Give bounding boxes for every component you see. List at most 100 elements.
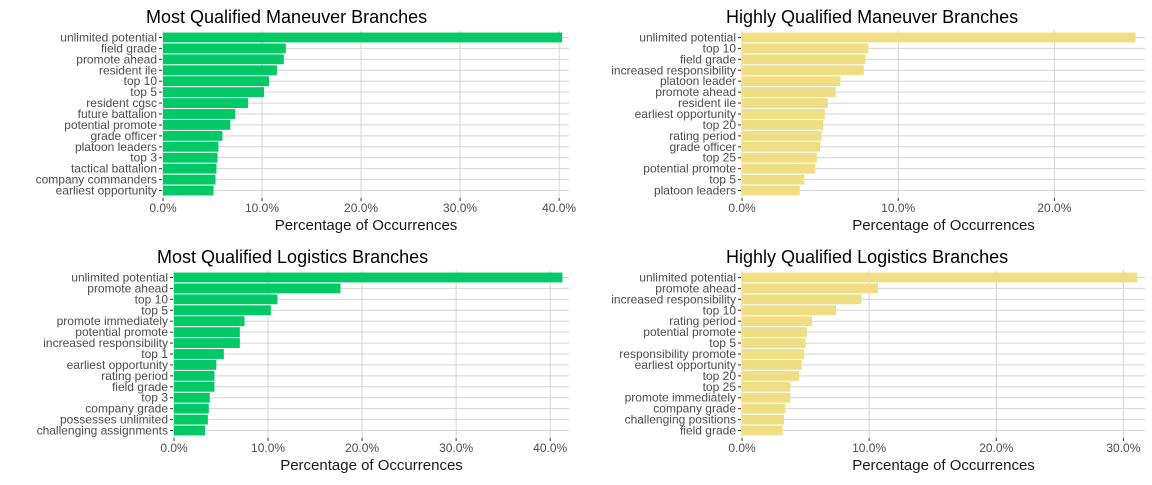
bar [163,109,236,119]
bar [174,283,341,294]
bar [174,316,245,327]
chart-highly-qualified-maneuver: Highly Qualified Maneuver Branches unlimi… [576,0,1152,240]
bar [174,349,224,359]
category-label: earliest opportunity [67,358,168,372]
bar [742,130,822,141]
x-tick-label: 0.0% [728,441,756,455]
x-tick-label: 40.0% [533,441,567,455]
bar [163,120,231,130]
x-tick-label: 10.0% [852,441,886,455]
bar [163,32,563,43]
category-label: top 1 [141,347,168,361]
chart-highly-qualified-logistics: Highly Qualified Logistics Branches unlim… [576,240,1152,480]
bar [163,174,216,185]
x-axis-title: Percentage of Occurrences [852,457,1035,474]
category-label: field grade [680,424,736,438]
category-label: unlimited potential [60,30,157,44]
category-label: increased responsibility [611,63,736,77]
category-label: challenging positions [625,413,736,427]
x-tick-label: 40.0% [542,201,576,215]
chart-svg: Highly Qualified Maneuver Branches unlimi… [611,7,1145,234]
category-label: responsibility promote [619,347,736,361]
x-tick-label: 0.0% [728,201,756,215]
category-label: resident cgsc [86,96,157,110]
category-label: top 10 [703,41,737,55]
bar [163,87,265,98]
x-axis-title: Percentage of Occurrences [852,217,1035,234]
x-tick-label: 20.0% [344,201,378,215]
bar [742,294,862,305]
bar [163,163,217,174]
x-tick-label: 10.0% [881,201,915,215]
category-label: company grade [85,402,168,416]
bar [742,98,828,108]
category-label: top 25 [703,380,737,394]
bar [742,87,836,98]
bar [742,185,800,196]
category-label: resident ile [99,63,157,77]
bar [174,294,278,305]
category-label: top 3 [130,151,157,165]
category-label: grade officer [670,140,737,154]
bar [174,370,215,381]
bar [742,109,825,119]
bar [174,272,563,283]
chart-svg: Most Qualified Maneuver Branches unlimite… [36,7,577,234]
category-label: company commanders [36,173,157,187]
bar [742,43,869,54]
x-tick-label: 20.0% [1037,201,1071,215]
bar [742,65,864,76]
category-label: potential promote [64,118,157,132]
category-label: field grade [112,380,168,394]
category-label: increased responsibility [43,336,168,350]
category-label: grade officer [91,129,158,143]
bar [742,403,786,414]
bar [742,349,805,359]
bar [163,54,284,65]
category-label: company grade [653,402,736,416]
bar [174,381,215,392]
category-label: field grade [101,41,157,55]
bar [742,305,837,316]
bar [174,403,209,414]
chart-title: Most Qualified Logistics Branches [157,247,428,267]
x-tick-label: 0.0% [160,441,188,455]
category-label: top 5 [141,303,168,317]
bar [742,174,805,185]
category-label: future battalion [78,107,157,121]
category-label: potential promote [75,325,168,339]
bar [742,32,1136,43]
category-label: promote ahead [655,281,736,295]
category-label: promote ahead [655,85,736,99]
x-tick-label: 20.0% [979,441,1013,455]
category-label: earliest opportunity [635,107,736,121]
bar [174,327,240,338]
bar [163,141,219,152]
category-label: increased responsibility [611,292,736,306]
category-label: potential promote [643,162,736,176]
bar [174,360,217,370]
chart-title: Highly Qualified Logistics Branches [726,247,1008,267]
bar [742,283,879,294]
category-label: top 20 [703,118,737,132]
bar [742,414,784,425]
bar [174,414,208,425]
chart-title: Most Qualified Maneuver Branches [146,7,427,27]
x-tick-label: 30.0% [439,441,473,455]
category-label: resident ile [678,96,736,110]
chart-title: Highly Qualified Maneuver Branches [726,7,1018,27]
chart-svg: Most Qualified Logistics Branches unlimit… [37,247,569,474]
category-label: rating period [669,129,736,143]
category-label: top 5 [709,336,736,350]
category-label: challenging assignments [37,424,168,438]
category-label: potential promote [643,325,736,339]
bar [163,65,277,76]
bar [742,425,783,436]
category-label: platoon leader [660,74,736,88]
category-label: tactical battalion [71,162,157,176]
category-label: promote immediately [625,391,736,405]
bar [742,327,807,338]
category-label: promote ahead [76,52,157,66]
bar [742,316,812,327]
